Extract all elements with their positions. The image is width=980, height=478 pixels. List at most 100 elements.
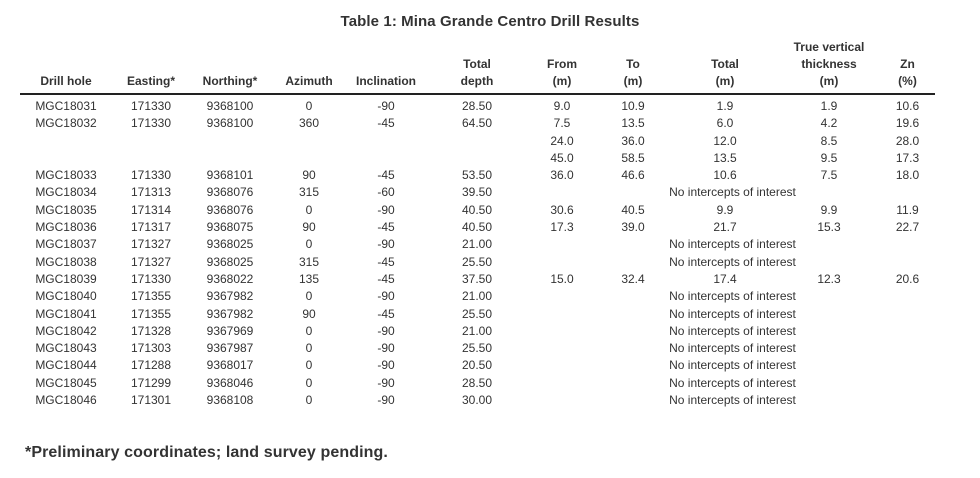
cell-azimuth: 360	[298, 116, 320, 131]
table-row: MGC18046 171301 9368108 0 -90 30.00 No interce…	[20, 392, 935, 409]
cell-to-m: 46.6	[621, 168, 645, 183]
cell-northing: 9367987	[206, 341, 254, 356]
cell-azimuth: 315	[298, 185, 320, 200]
header-row: Drill hole Easting* Northing* Azimuth Inclin…	[20, 39, 935, 95]
cell-total-depth: 21.00	[461, 289, 493, 304]
no-intercepts-cell: No intercepts of interest	[669, 289, 796, 304]
cell-true-vertical-thickness: 4.2	[820, 116, 838, 131]
column-header-zn-pct: Zn (%)	[880, 39, 935, 95]
cell-total-m: 9.9	[716, 202, 734, 217]
cell-from-m: 45.0	[550, 150, 574, 165]
cell-azimuth: 0	[305, 375, 313, 390]
cell-total-m: 12.0	[713, 133, 737, 148]
cell-easting	[112, 133, 190, 150]
cell-drill-hole: MGC18033	[35, 168, 97, 183]
cell-from-m: 9.0	[553, 99, 571, 113]
cell-easting: 171328	[130, 323, 172, 338]
no-intercepts-cell: No intercepts of interest	[669, 306, 796, 321]
cell-to-m: 10.9	[621, 99, 645, 113]
cell-total-depth: 64.50	[461, 116, 493, 131]
cell-true-vertical-thickness: 8.5	[820, 133, 838, 148]
cell-zn-pct: 22.7	[895, 220, 920, 235]
no-intercepts-cell: No intercepts of interest	[669, 393, 796, 408]
cell-from-m: 17.3	[550, 220, 574, 235]
column-header-northing: Northing*	[190, 39, 270, 95]
cell-total-depth: 37.50	[461, 271, 493, 286]
cell-inclination: -90	[377, 237, 395, 252]
cell-drill-hole	[20, 150, 112, 167]
cell-from-m: 15.0	[550, 271, 574, 286]
cell-inclination: -45	[377, 116, 395, 131]
cell-northing: 9368022	[206, 271, 254, 286]
cell-zn-pct: 11.9	[896, 202, 919, 217]
cell-easting: 171330	[130, 99, 172, 113]
no-intercepts-cell: No intercepts of interest	[669, 323, 796, 338]
table-row: MGC18044 171288 9368017 0 -90 20.50 No interce…	[20, 357, 935, 374]
cell-total-depth	[424, 133, 530, 150]
cell-zn-pct: 10.6	[895, 99, 920, 113]
column-header-easting: Easting*	[112, 39, 190, 95]
cell-drill-hole: MGC18036	[35, 220, 97, 235]
table-header: Drill hole Easting* Northing* Azimuth Inclin…	[20, 39, 935, 95]
cell-northing	[190, 133, 270, 150]
cell-azimuth: 0	[305, 358, 313, 373]
cell-total-depth: 25.50	[461, 254, 493, 269]
cell-inclination: -90	[377, 393, 395, 408]
cell-total-depth	[424, 150, 530, 167]
cell-azimuth	[270, 150, 348, 167]
cell-inclination: -90	[377, 323, 395, 338]
column-header-azimuth: Azimuth	[270, 39, 348, 95]
cell-from-m: 24.0	[550, 133, 574, 148]
cell-inclination: -45	[377, 271, 395, 286]
cell-inclination: -45	[377, 220, 395, 235]
table-row: 45.0 58.5 13.5 9.5 17.3	[20, 150, 935, 167]
cell-easting: 171303	[130, 341, 172, 356]
cell-azimuth: 0	[305, 202, 313, 217]
cell-northing: 9368108	[206, 393, 254, 408]
table-row: MGC18037 171327 9368025 0 -90 21.00 No interce…	[20, 236, 935, 253]
cell-inclination: -90	[377, 99, 395, 113]
no-intercepts-cell: No intercepts of interest	[669, 185, 796, 200]
cell-northing: 9368017	[206, 358, 254, 373]
cell-easting: 171355	[130, 306, 172, 321]
cell-total-m: 13.5	[713, 150, 737, 165]
table-row: MGC18043 171303 9367987 0 -90 25.50 No interce…	[20, 340, 935, 357]
cell-from-m: 7.5	[553, 116, 571, 131]
cell-northing: 9368075	[206, 220, 254, 235]
cell-azimuth: 0	[305, 237, 313, 252]
cell-easting: 171330	[130, 168, 172, 183]
cell-easting: 171327	[130, 254, 172, 269]
cell-northing: 9368046	[206, 375, 254, 390]
cell-total-depth: 21.00	[461, 237, 493, 252]
cell-total-depth: 25.50	[461, 306, 493, 321]
cell-total-m: 17.4	[713, 271, 737, 286]
cell-total-depth: 30.00	[461, 393, 493, 408]
no-intercepts-cell: No intercepts of interest	[669, 237, 796, 252]
cell-drill-hole: MGC18037	[35, 237, 97, 252]
table-row: MGC18041 171355 9367982 90 -45 25.50 No interc…	[20, 306, 935, 323]
cell-inclination	[348, 150, 424, 167]
cell-total-depth: 40.50	[461, 202, 493, 217]
cell-northing: 9368100	[206, 99, 254, 113]
cell-azimuth: 0	[305, 99, 313, 113]
cell-drill-hole: MGC18035	[35, 202, 97, 217]
cell-inclination	[348, 133, 424, 150]
no-intercepts-cell: No intercepts of interest	[669, 358, 796, 373]
cell-easting: 171327	[130, 237, 172, 252]
footnote: *Preliminary coordinates; land survey pe…	[25, 444, 388, 461]
cell-zn-pct: 18.0	[895, 168, 920, 183]
table-row: MGC18036 171317 9368075 90 -45 40.50 17.3 39.0 2…	[20, 219, 935, 236]
cell-easting: 171288	[130, 358, 172, 373]
cell-azimuth: 0	[305, 289, 313, 304]
column-header-from-m: From (m)	[530, 39, 594, 95]
cell-zn-pct: 19.6	[895, 116, 920, 131]
cell-total-depth: 21.00	[461, 323, 493, 338]
cell-true-vertical-thickness: 9.5	[820, 150, 838, 165]
cell-total-depth: 20.50	[461, 358, 493, 373]
table-row: MGC18033 171330 9368101 90 -45 53.50 36.0 46.6 1…	[20, 167, 935, 184]
cell-easting: 171330	[130, 271, 172, 286]
cell-drill-hole	[20, 133, 112, 150]
cell-to-m: 13.5	[621, 116, 645, 131]
cell-azimuth: 90	[302, 168, 316, 183]
cell-zn-pct: 20.6	[895, 271, 920, 286]
